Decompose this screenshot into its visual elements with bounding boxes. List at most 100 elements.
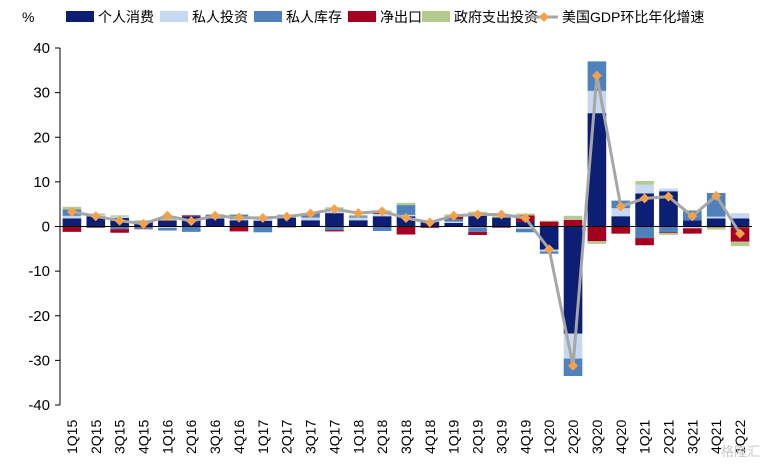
gdp-point — [472, 209, 483, 220]
bar-segment — [516, 228, 535, 233]
legend-swatch — [422, 11, 450, 22]
x-tick-label: 2Q17 — [279, 420, 295, 454]
legend-swatch — [160, 11, 188, 22]
gdp-point — [138, 218, 149, 229]
bar-segment — [253, 226, 273, 233]
gdp-point — [711, 190, 722, 201]
gdp-point — [66, 206, 77, 217]
x-tick-label: 3Q15 — [112, 420, 128, 454]
bar-segment — [396, 226, 416, 235]
bar-segment — [611, 208, 631, 217]
x-tick-label: 2Q15 — [88, 420, 104, 454]
bar-segment — [706, 216, 726, 219]
bar-segment — [706, 227, 726, 230]
gdp-point — [377, 206, 388, 217]
bar-segment — [229, 220, 249, 227]
gdp-point — [281, 211, 292, 222]
bar-segment — [396, 202, 416, 206]
x-tick-label: 2Q19 — [470, 420, 486, 454]
gdp-point — [735, 228, 746, 239]
bar-segment — [468, 231, 487, 235]
gdp-point — [424, 217, 435, 228]
bar-segment — [659, 188, 678, 192]
bar-segment — [611, 216, 631, 227]
x-tick-label: 1Q19 — [446, 420, 462, 454]
bar-segment — [635, 193, 654, 227]
x-tick-label: 3Q17 — [303, 420, 319, 454]
x-tick-label: 2Q21 — [660, 420, 676, 454]
y-tick-label: 0 — [42, 219, 50, 236]
bar-segment — [635, 226, 654, 239]
x-tick-label: 4Q18 — [422, 420, 438, 454]
legend-label: 美国GDP环比年化增速 — [562, 9, 704, 25]
bar-segment — [516, 221, 535, 227]
bar-segment — [86, 216, 106, 227]
x-tick-label: 4Q20 — [613, 420, 629, 454]
bar-segment — [86, 227, 106, 228]
legend-label: 净出口 — [380, 9, 422, 25]
x-tick-label: 3Q18 — [398, 420, 414, 454]
y-axis-unit-label: % — [22, 9, 34, 25]
gdp-point — [329, 204, 340, 215]
x-tick-label: 1Q18 — [350, 420, 366, 454]
bar-segment — [325, 230, 344, 232]
gdp-point — [114, 215, 125, 226]
bar-segment — [158, 220, 177, 227]
bar-segment — [325, 226, 344, 231]
bar-segment — [158, 226, 177, 228]
x-tick-label: 3Q20 — [589, 420, 605, 454]
x-tick-label: 2Q18 — [374, 420, 390, 454]
bar-segment — [62, 226, 82, 232]
x-tick-label: 4Q21 — [708, 420, 724, 454]
bar-segment — [683, 228, 702, 234]
bar-segment — [635, 238, 654, 246]
x-tick-label: 1Q16 — [159, 420, 175, 454]
bar-segment — [301, 217, 320, 221]
gdp-point — [615, 201, 626, 212]
bar-segment — [492, 217, 511, 227]
bar-segment — [635, 184, 654, 194]
bar-segment — [635, 180, 654, 185]
bar-segment — [205, 218, 225, 227]
x-axis: 1Q15 2Q15 3Q15 4Q15 1Q16 2Q16 3Q16 4Q16 1Q17 2Q17… — [60, 226, 752, 454]
bar-segment — [659, 232, 678, 234]
bar-segment — [229, 226, 249, 232]
gdp-point — [568, 360, 579, 371]
legend-label: 私人库存 — [286, 9, 342, 25]
gdp-point — [663, 191, 674, 202]
gdp-point — [210, 210, 221, 221]
gdp-point — [687, 211, 698, 222]
bar-segment — [516, 226, 535, 229]
x-tick-label: 4Q17 — [326, 420, 342, 454]
bar-segment — [492, 227, 511, 228]
x-tick-label: 4Q19 — [517, 420, 533, 454]
legend: 个人消费 私人投资 私人库存 净出口 政府支出投资 美国GDP环比年化增速 — [66, 9, 704, 25]
bar-segment — [277, 217, 296, 227]
legend-label: 私人投资 — [192, 9, 248, 25]
bar-segment — [348, 220, 368, 227]
bar-segment — [730, 241, 750, 247]
bar-segment — [706, 218, 726, 227]
y-tick-label: 40 — [33, 40, 50, 57]
gdp-point — [496, 209, 507, 220]
y-axis: 40 30 20 10 0 -10 -20 -30 -40 — [28, 40, 61, 414]
legend-label: 政府支出投资 — [454, 9, 538, 25]
bar-segment — [110, 229, 129, 233]
bar-segment — [372, 216, 392, 227]
bar-segment — [468, 227, 487, 232]
bar-segment — [587, 226, 607, 242]
bar-segment — [730, 218, 750, 227]
y-tick-label: -10 — [28, 263, 50, 280]
gdp-point — [353, 208, 364, 219]
gdp-point — [233, 212, 244, 223]
x-tick-label: 1Q22 — [732, 420, 748, 454]
y-tick-label: -30 — [28, 352, 50, 369]
x-tick-label: 1Q17 — [255, 420, 271, 454]
bar-segment — [492, 226, 511, 228]
bar-segment — [659, 226, 678, 233]
x-tick-label: 3Q16 — [207, 420, 223, 454]
bar-segment — [62, 215, 82, 219]
x-tick-label: 1Q20 — [541, 420, 557, 454]
watermark: 格隆汇 — [721, 444, 760, 459]
